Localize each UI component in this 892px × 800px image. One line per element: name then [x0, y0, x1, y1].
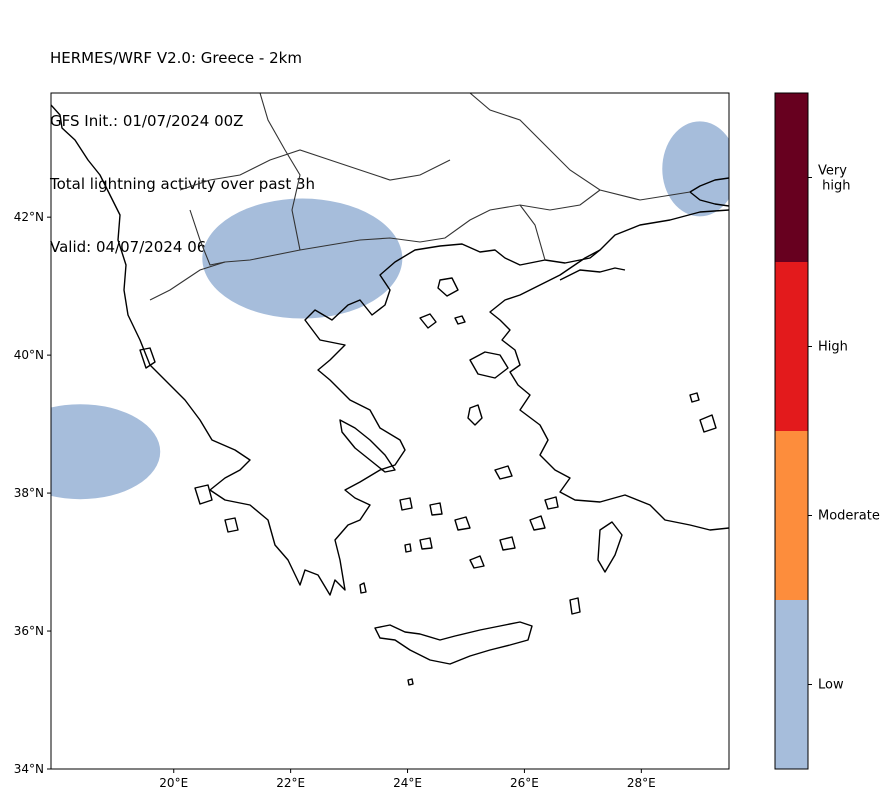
- border-layer: [149, 93, 691, 301]
- thasos-coastline: [419, 313, 437, 329]
- kefalonia-coastline: [194, 484, 213, 505]
- lightning-cell-ionian-sea: [51, 404, 161, 500]
- chios-coastline: [467, 404, 483, 426]
- lightning-very-high-area: [662, 121, 729, 217]
- lon-tick-label: 22°E: [276, 776, 305, 790]
- island-3: [454, 516, 471, 531]
- lightning-cell-central-macedonia: [202, 198, 403, 319]
- rhodes-coastline: [597, 521, 623, 573]
- chart-title: HERMES/WRF V2.0: Greece - 2km GFS Init.:…: [50, 6, 315, 279]
- lightning-cell-black-sea-coast: [662, 121, 729, 217]
- map-frame: [50, 92, 730, 770]
- lon-tick-label: 24°E: [393, 776, 422, 790]
- lightning-very-high-area: [202, 198, 403, 319]
- island-10: [544, 496, 559, 510]
- lat-tick-label: 34°N: [14, 762, 44, 776]
- corfu-coastline: [139, 347, 156, 369]
- island-2: [429, 502, 443, 516]
- border-turkey-europe: [519, 204, 546, 261]
- lat-tick-label: 36°N: [14, 624, 44, 638]
- marmara-coastline: [559, 267, 626, 281]
- lesvos-coastline: [469, 351, 509, 379]
- colorbar: Low Moderate High Very high: [774, 92, 880, 770]
- colorbar-segment: [775, 262, 808, 431]
- island-12: [689, 392, 700, 403]
- lat-tick-label: 42°N: [14, 210, 44, 224]
- border-balkans-3: [189, 209, 226, 266]
- colorbar-frame: [774, 92, 809, 770]
- island-8: [569, 597, 581, 615]
- border-balkans-2: [259, 93, 301, 251]
- colorbar-segment: [775, 600, 808, 769]
- colorbar-label: Moderate: [818, 509, 880, 524]
- zakynthos-coastline: [224, 517, 239, 533]
- island-5: [469, 555, 485, 569]
- lon-tick-label: 26°E: [510, 776, 539, 790]
- island-13: [404, 543, 412, 553]
- island-9: [494, 465, 513, 480]
- lat-tick-label: 40°N: [14, 348, 44, 362]
- island-6: [499, 536, 516, 551]
- border-balkans-4: [469, 93, 691, 201]
- lightning-layer: [51, 121, 729, 500]
- island-14: [359, 582, 367, 594]
- colorbar-label: Very high: [818, 164, 850, 194]
- samothraki-coastline: [454, 315, 466, 325]
- coastline-layer: [51, 104, 729, 686]
- lat-tick-label: 38°N: [14, 486, 44, 500]
- title-line-init: GFS Init.: 01/07/2024 00Z: [50, 112, 244, 130]
- evia-coastline: [339, 419, 396, 473]
- island-4: [419, 537, 433, 550]
- colorbar-label: High: [818, 340, 848, 355]
- island-1: [399, 497, 413, 511]
- colorbar-segment: [775, 93, 808, 262]
- title-line-valid: Valid: 04/07/2024 06Z: [50, 238, 217, 256]
- turkish-coastline: [489, 209, 729, 531]
- island-7: [529, 515, 546, 531]
- mainland-coastline: [51, 104, 601, 596]
- crete-coastline: [374, 621, 533, 665]
- colorbar-label: Low: [818, 678, 844, 693]
- limnos-coastline: [437, 277, 459, 297]
- island-11: [699, 414, 717, 433]
- title-line-model: HERMES/WRF V2.0: Greece - 2km: [50, 49, 302, 67]
- axes-layer: 20°E 22°E 24°E 26°E 28°E 34°N 36°N 38°N 40°N 42°N: [14, 92, 730, 790]
- lon-tick-label: 20°E: [159, 776, 188, 790]
- border-balkans-1: [179, 149, 451, 191]
- lon-tick-label: 28°E: [627, 776, 656, 790]
- lightning-very-high-area: [51, 404, 161, 500]
- island-15: [407, 678, 414, 686]
- colorbar-segment: [775, 431, 808, 600]
